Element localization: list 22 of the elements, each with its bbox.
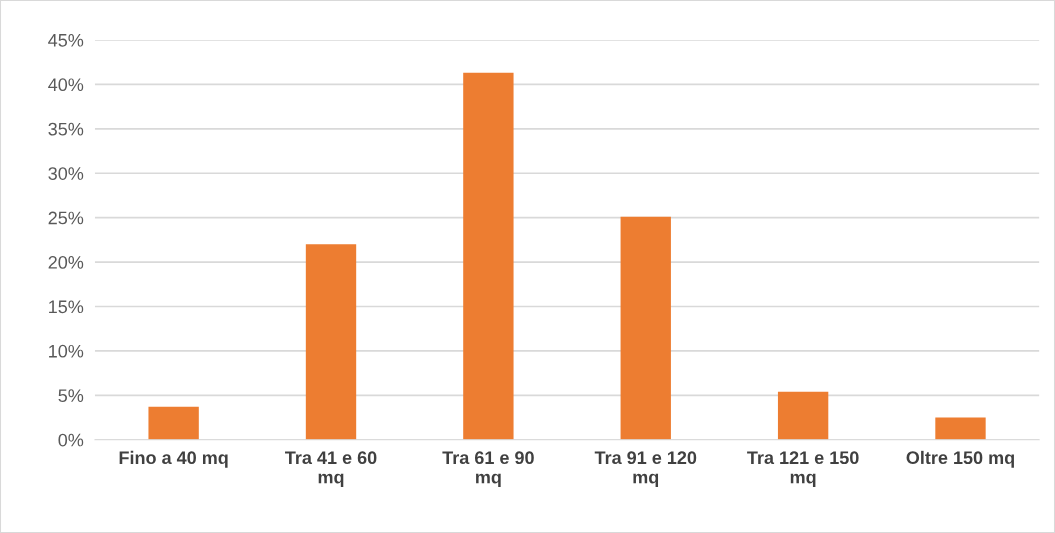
x-tick-label: Tra 41 e 60 mq <box>285 451 377 488</box>
x-tick-label: Tra 91 e 120 mq <box>594 451 697 488</box>
x-tick-label: Tra 121 e 150 mq <box>747 451 859 488</box>
y-tick-label: 40% <box>48 78 84 92</box>
y-tick-label: 25% <box>48 211 84 225</box>
bar <box>463 72 514 440</box>
x-tick-label: Oltre 150 mq <box>906 450 1014 468</box>
bar <box>935 417 986 440</box>
bar <box>148 406 199 440</box>
y-tick-label: 45% <box>48 33 84 47</box>
y-tick-label: 10% <box>49 344 84 358</box>
y-tick-label: 30% <box>48 167 84 180</box>
bar <box>777 391 829 440</box>
x-tick-label: Fino a 40 mq <box>119 450 228 468</box>
bar <box>305 244 357 440</box>
y-tick-label: 15% <box>49 300 84 314</box>
y-tick-label: 5% <box>58 389 84 403</box>
y-tick-label: 35% <box>48 122 84 136</box>
y-tick-label: 20% <box>48 255 84 269</box>
y-tick-label: 0% <box>58 433 84 447</box>
bar <box>620 216 671 440</box>
x-tick-label: Tra 61 e 90 mq <box>442 451 534 488</box>
